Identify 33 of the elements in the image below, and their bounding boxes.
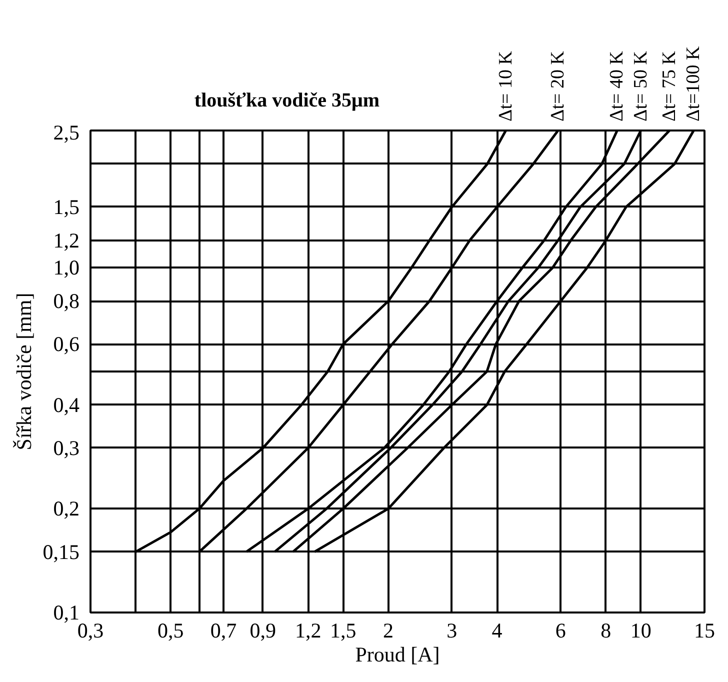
text: Δt= 75 K bbox=[658, 50, 680, 122]
y-tick-label: 0,15 bbox=[42, 540, 80, 564]
y-tick-label: 1,5 bbox=[53, 194, 80, 219]
text: Δt= 50 K bbox=[630, 50, 652, 122]
x-tick-label: 0,9 bbox=[250, 618, 276, 642]
y-tick-label: 0,6 bbox=[53, 332, 80, 356]
x-tick-label: 3 bbox=[446, 618, 458, 642]
y-tick-label: 1,0 bbox=[53, 256, 80, 280]
x-tick-label: 4 bbox=[492, 618, 503, 642]
chart-title: tloušťka vodiče 35μm bbox=[194, 90, 380, 112]
y-tick-label: 0,4 bbox=[53, 392, 80, 417]
x-tick-label: 8 bbox=[600, 618, 612, 642]
y-tick-label: 0,3 bbox=[53, 436, 80, 460]
text: Δt=100 K bbox=[683, 46, 704, 122]
x-tick-label: 15 bbox=[694, 618, 715, 642]
text: Δt= 20 K bbox=[548, 50, 569, 122]
text: Δt= 40 K bbox=[606, 50, 628, 122]
y-tick-label: 1,2 bbox=[53, 228, 80, 252]
text: Δt= 10 K bbox=[495, 50, 516, 122]
y-tick-label: 0,1 bbox=[53, 600, 80, 624]
x-tick-label: 1,5 bbox=[330, 618, 356, 642]
x-tick-label: 0,3 bbox=[77, 618, 104, 642]
x-tick-label: 6 bbox=[555, 618, 566, 642]
y-tick-label: 0,2 bbox=[53, 496, 80, 521]
x-tick-label: 1,2 bbox=[294, 618, 322, 642]
y-axis-title: Šířka vodiče [mm] bbox=[12, 292, 36, 450]
y-tick-label: 0,8 bbox=[53, 289, 80, 314]
x-tick-label: 0,7 bbox=[210, 618, 237, 642]
x-axis-title: Proud [A] bbox=[355, 642, 440, 666]
x-tick-label: 2 bbox=[383, 618, 394, 642]
y-tick-label: 2,5 bbox=[53, 120, 80, 144]
x-tick-label: 10 bbox=[630, 618, 652, 642]
x-tick-label: 0,5 bbox=[158, 618, 184, 642]
